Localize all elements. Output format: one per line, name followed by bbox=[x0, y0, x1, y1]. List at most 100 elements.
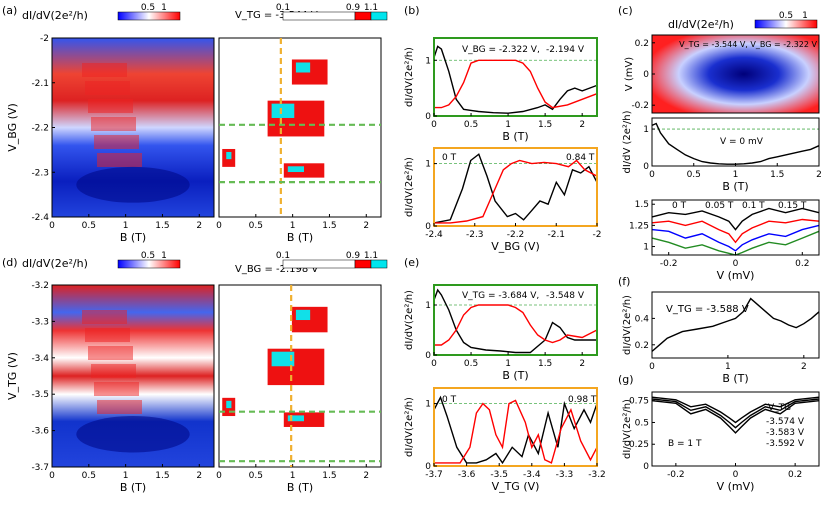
series-line bbox=[434, 59, 598, 109]
y-tick-label: 0.2 bbox=[635, 39, 649, 49]
series-line bbox=[651, 224, 820, 252]
series-line bbox=[651, 400, 820, 434]
heatmap-feature bbox=[82, 63, 127, 77]
series-group bbox=[433, 153, 598, 224]
plot-background bbox=[652, 118, 819, 166]
x-axis-label: B (T) bbox=[722, 372, 748, 385]
colorbar-segment bbox=[354, 11, 372, 21]
x-axis-label: V_BG (V) bbox=[491, 240, 540, 253]
x-tick-label: -2.1 bbox=[547, 230, 565, 240]
legend-entry: -3.592 V bbox=[766, 439, 805, 449]
panel-label-a: (a) bbox=[2, 4, 17, 17]
threshold-region-cyan bbox=[295, 309, 311, 321]
plot-background bbox=[434, 38, 597, 116]
x-tick-label: -3.4 bbox=[523, 470, 541, 480]
threshold-frame bbox=[218, 284, 382, 468]
series-line bbox=[651, 207, 820, 231]
x-axis-label: B (T) bbox=[502, 369, 528, 382]
annotation-v0: V = 0 mV bbox=[720, 137, 764, 147]
heatmap-feature bbox=[88, 346, 133, 360]
x-tick-label: -3.3 bbox=[556, 470, 574, 480]
colorbar-tick: 0.5 bbox=[141, 3, 155, 13]
panel-label-f: (f) bbox=[618, 275, 630, 288]
series-line bbox=[434, 304, 598, 346]
x-tick-label: -0.2 bbox=[660, 259, 678, 269]
x-tick-label: -2 bbox=[593, 230, 602, 240]
x-tick-label: 1.5 bbox=[322, 221, 336, 231]
x-tick-label: 0.5 bbox=[249, 471, 263, 481]
y-axis-label: dI/dV(2e²/h) bbox=[622, 295, 633, 355]
colorbar-tick: 1 bbox=[161, 3, 167, 13]
x-tick-label: 1.5 bbox=[538, 120, 552, 130]
series-line bbox=[434, 159, 598, 224]
x-tick-label: 1 bbox=[123, 471, 129, 481]
colorbar-tick: 0.9 bbox=[346, 3, 361, 13]
y-tick-label: 1 bbox=[425, 56, 431, 66]
colorbar-label: dI/dV(2e²/h) bbox=[668, 18, 734, 31]
heatmap-feature bbox=[91, 364, 136, 378]
threshold-region-cyan bbox=[271, 103, 295, 118]
x-axis-label: V_TG (V) bbox=[492, 480, 540, 493]
panel-label-d: (d) bbox=[2, 256, 18, 269]
x-tick-label: 0 bbox=[431, 120, 437, 130]
plot-frame bbox=[651, 291, 820, 359]
x-tick-label: 2 bbox=[579, 359, 585, 369]
y-axis-label: dI/dV(2e²/h) bbox=[404, 47, 415, 107]
legend-084T: 0.84 T bbox=[566, 153, 595, 163]
series-group bbox=[433, 288, 598, 354]
y-tick-label: 0 bbox=[643, 162, 649, 172]
legend-entry: 0.1 T bbox=[742, 201, 765, 211]
colorbar-segment bbox=[282, 11, 356, 21]
annotation-vtg: V_TG = -3.588 V bbox=[666, 304, 749, 315]
threshold-colorbar bbox=[282, 11, 388, 21]
x-tick-label: -2.3 bbox=[466, 230, 484, 240]
legend-entry: 0.15 T bbox=[778, 201, 807, 211]
legend-text-black: V_BG = -2.322 V, bbox=[462, 45, 540, 55]
y-tick-label: -3.5 bbox=[31, 390, 49, 400]
heatmap-feature bbox=[94, 382, 139, 396]
threshold-frame bbox=[218, 37, 382, 218]
y-tick-label: -2 bbox=[40, 34, 49, 44]
colorbar bbox=[117, 11, 181, 21]
y-tick-label: -2.3 bbox=[31, 168, 49, 178]
series-line bbox=[433, 288, 597, 354]
y-tick-label: -3.4 bbox=[31, 354, 49, 364]
x-tick-label: 2 bbox=[801, 362, 807, 372]
x-tick-label: 0 bbox=[216, 221, 222, 231]
legend-text-black: V_TG = -3.684 V, bbox=[462, 291, 539, 301]
x-tick-label: 2 bbox=[196, 471, 202, 481]
series-line bbox=[433, 395, 598, 465]
heatmap-feature bbox=[76, 416, 190, 453]
heatmap-frame bbox=[51, 284, 215, 468]
colorbar-tick: 1 bbox=[802, 11, 808, 21]
x-tick-label: -3.5 bbox=[490, 470, 508, 480]
series-group bbox=[433, 395, 598, 465]
colorbar-tick: 1.1 bbox=[364, 3, 378, 13]
series-group bbox=[651, 396, 820, 434]
x-tick-label: 1 bbox=[505, 359, 511, 369]
y-tick-label: 0 bbox=[643, 462, 649, 472]
colorbar bbox=[754, 19, 818, 29]
y-tick-label: -2.2 bbox=[31, 124, 49, 134]
y-tick-label: 1.25 bbox=[629, 221, 649, 231]
y-tick-label: 1 bbox=[425, 160, 431, 170]
colorbar-tick: 0.5 bbox=[779, 11, 793, 21]
legend-entry: 0.05 T bbox=[705, 201, 734, 211]
x-tick-label: -0.2 bbox=[667, 470, 685, 480]
x-tick-label: 0.2 bbox=[788, 470, 802, 480]
plot-frame bbox=[433, 284, 598, 356]
legend-0T: 0 T bbox=[442, 395, 457, 405]
x-tick-label: 0 bbox=[649, 170, 655, 180]
x-axis-label: B (T) bbox=[287, 481, 313, 494]
threshold-region-cyan bbox=[226, 400, 232, 409]
panel-label-b: (b) bbox=[404, 4, 420, 17]
colorbar-tick: 1.1 bbox=[364, 251, 378, 261]
panel-label-e: (e) bbox=[404, 256, 419, 269]
x-axis-label: B (T) bbox=[722, 180, 748, 193]
x-tick-label: 1 bbox=[123, 221, 129, 231]
y-axis-label: V_BG (V) bbox=[6, 103, 19, 152]
panel-label-g: (g) bbox=[618, 373, 634, 386]
x-tick-label: 1 bbox=[290, 221, 296, 231]
colorbar-segment bbox=[354, 259, 372, 269]
